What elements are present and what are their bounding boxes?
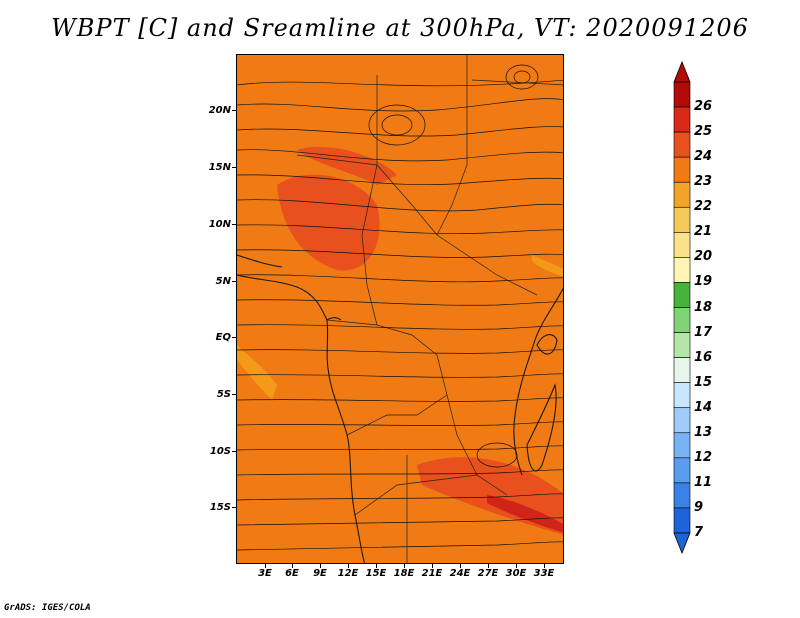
y-tick-label: 10S — [209, 446, 231, 457]
cool-region-west — [237, 345, 277, 400]
colorbar-label: 7 — [694, 525, 704, 540]
colorbar-label: 22 — [694, 199, 713, 215]
x-tick-label: 9E — [313, 568, 327, 579]
y-tick-label: 5N — [215, 276, 231, 287]
colorbar-label: 16 — [694, 349, 713, 365]
colorbar-swatch — [673, 332, 691, 358]
y-tick — [232, 110, 236, 111]
colorbar-swatch — [673, 382, 691, 409]
map-title: WBPT [C] and Sreamline at 300hPa, VT: 20… — [51, 14, 749, 42]
warm-region-north — [297, 146, 397, 185]
y-tick — [232, 451, 236, 452]
y-tick-label: EQ — [215, 332, 231, 343]
colorbar-label: 25 — [694, 124, 713, 140]
colorbar-swatch — [673, 257, 691, 283]
colorbar-label: 14 — [694, 399, 713, 415]
x-tick-label: 3E — [258, 568, 272, 579]
y-tick-label: 15S — [209, 502, 231, 513]
y-tick-label: 10N — [208, 219, 231, 230]
cool-region-east — [532, 255, 563, 277]
x-tick-label: 30E — [505, 568, 527, 579]
x-tick — [348, 564, 349, 568]
y-tick — [232, 224, 236, 225]
grads-credit: GrADS: IGES/COLA — [4, 603, 91, 613]
x-tick — [376, 564, 377, 568]
colorbar-swatch — [673, 407, 691, 434]
colorbar-swatch — [673, 482, 691, 509]
colorbar-swatch — [673, 156, 691, 183]
colorbar-label: 15 — [694, 374, 713, 390]
colorbar-label: 18 — [694, 299, 713, 315]
colorbar-swatch — [673, 206, 691, 233]
x-tick — [432, 564, 433, 568]
temperature-field — [237, 55, 563, 563]
colorbar-swatch — [673, 181, 691, 208]
x-tick-label: 21E — [421, 568, 443, 579]
colorbar-swatch — [673, 282, 691, 308]
colorbar-bar — [673, 60, 691, 555]
y-tick-label: 15N — [208, 162, 231, 173]
colorbar-swatch — [673, 432, 691, 459]
y-tick — [232, 507, 236, 508]
colorbar-swatch — [673, 307, 691, 333]
hot-region-south — [487, 495, 563, 533]
warm-region-west — [277, 174, 380, 271]
y-tick — [232, 394, 236, 395]
x-tick — [404, 564, 405, 568]
colorbar-swatch — [673, 81, 691, 108]
colorbar-swatch — [673, 106, 691, 133]
colorbar-label: 23 — [694, 174, 713, 190]
colorbar-label: 20 — [694, 249, 713, 265]
y-tick — [232, 167, 236, 168]
x-tick — [516, 564, 517, 568]
y-tick-label: 20N — [208, 105, 231, 116]
colorbar-label: 13 — [694, 424, 713, 440]
colorbar-swatch — [673, 457, 691, 484]
colorbar-label: 26 — [694, 99, 713, 115]
map-plot-area — [236, 54, 564, 564]
x-tick-label: 6E — [285, 568, 299, 579]
colorbar-swatch — [673, 131, 691, 158]
colorbar-top-arrow — [673, 60, 691, 83]
x-tick — [320, 564, 321, 568]
colorbar-swatch — [673, 232, 691, 258]
x-tick — [292, 564, 293, 568]
colorbar-swatch — [673, 357, 691, 383]
x-tick — [544, 564, 545, 568]
country-borders — [296, 55, 563, 563]
colorbar-label: 17 — [694, 324, 713, 340]
colorbar-label: 9 — [694, 499, 704, 515]
x-tick-label: 12E — [337, 568, 359, 579]
x-tick-label: 15E — [365, 568, 387, 579]
colorbar-label: 19 — [694, 274, 713, 290]
y-tick — [232, 337, 236, 338]
colorbar-label: 24 — [694, 149, 713, 165]
x-tick-label: 27E — [477, 568, 499, 579]
x-tick — [460, 564, 461, 568]
x-tick — [265, 564, 266, 568]
streamlines — [237, 64, 563, 551]
x-tick-label: 33E — [533, 568, 555, 579]
colorbar-label: 21 — [694, 224, 713, 240]
colorbar-label: 11 — [694, 474, 713, 490]
y-tick-label: 5S — [216, 389, 231, 400]
colorbar-bottom-arrow — [673, 532, 691, 555]
x-tick-label: 24E — [449, 568, 471, 579]
y-tick — [232, 281, 236, 282]
x-tick-label: 18E — [393, 568, 415, 579]
colorbar-swatch — [673, 507, 691, 534]
colorbar-label: 12 — [694, 449, 713, 465]
x-tick — [488, 564, 489, 568]
